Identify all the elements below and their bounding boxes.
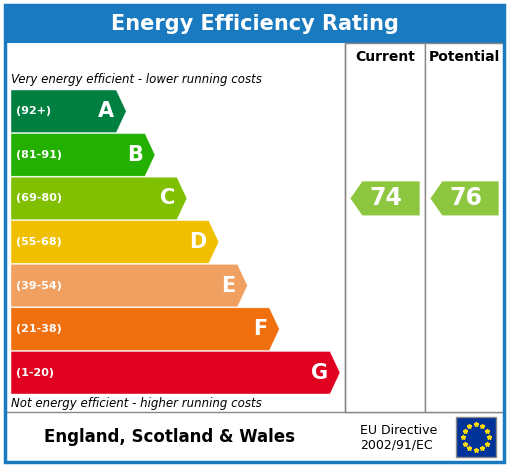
Text: Not energy efficient - higher running costs: Not energy efficient - higher running co…: [11, 396, 262, 410]
Polygon shape: [430, 181, 499, 216]
Text: Very energy efficient - lower running costs: Very energy efficient - lower running co…: [11, 73, 262, 86]
Text: 2002/91/EC: 2002/91/EC: [360, 439, 433, 452]
Text: (69-80): (69-80): [16, 193, 62, 204]
Text: B: B: [127, 145, 143, 165]
Text: EU Directive: EU Directive: [360, 424, 437, 437]
Bar: [5, 5, 504, 43]
Polygon shape: [11, 134, 155, 176]
Text: (1-20): (1-20): [16, 368, 54, 378]
Text: Current: Current: [355, 50, 415, 64]
Text: F: F: [253, 319, 267, 339]
Text: 74: 74: [370, 186, 403, 211]
Polygon shape: [350, 181, 420, 216]
Text: 76: 76: [449, 186, 482, 211]
Text: (81-91): (81-91): [16, 150, 62, 160]
Text: A: A: [98, 101, 114, 121]
Polygon shape: [11, 308, 279, 350]
Text: (21-38): (21-38): [16, 324, 62, 334]
Polygon shape: [11, 90, 126, 133]
Polygon shape: [11, 177, 187, 219]
Bar: [425, 43, 504, 412]
Text: Potential: Potential: [429, 50, 500, 64]
Bar: [456, 417, 496, 457]
Text: (39-54): (39-54): [16, 281, 62, 290]
Text: G: G: [311, 363, 328, 383]
Text: C: C: [160, 188, 175, 208]
Polygon shape: [11, 352, 340, 394]
Text: D: D: [189, 232, 207, 252]
Bar: [5, 412, 504, 462]
Text: E: E: [221, 276, 236, 296]
Polygon shape: [11, 221, 219, 263]
Bar: [345, 43, 425, 412]
Polygon shape: [11, 264, 247, 307]
Text: England, Scotland & Wales: England, Scotland & Wales: [44, 428, 296, 446]
Text: (55-68): (55-68): [16, 237, 62, 247]
Text: (92+): (92+): [16, 106, 51, 116]
Text: Energy Efficiency Rating: Energy Efficiency Rating: [110, 14, 399, 34]
